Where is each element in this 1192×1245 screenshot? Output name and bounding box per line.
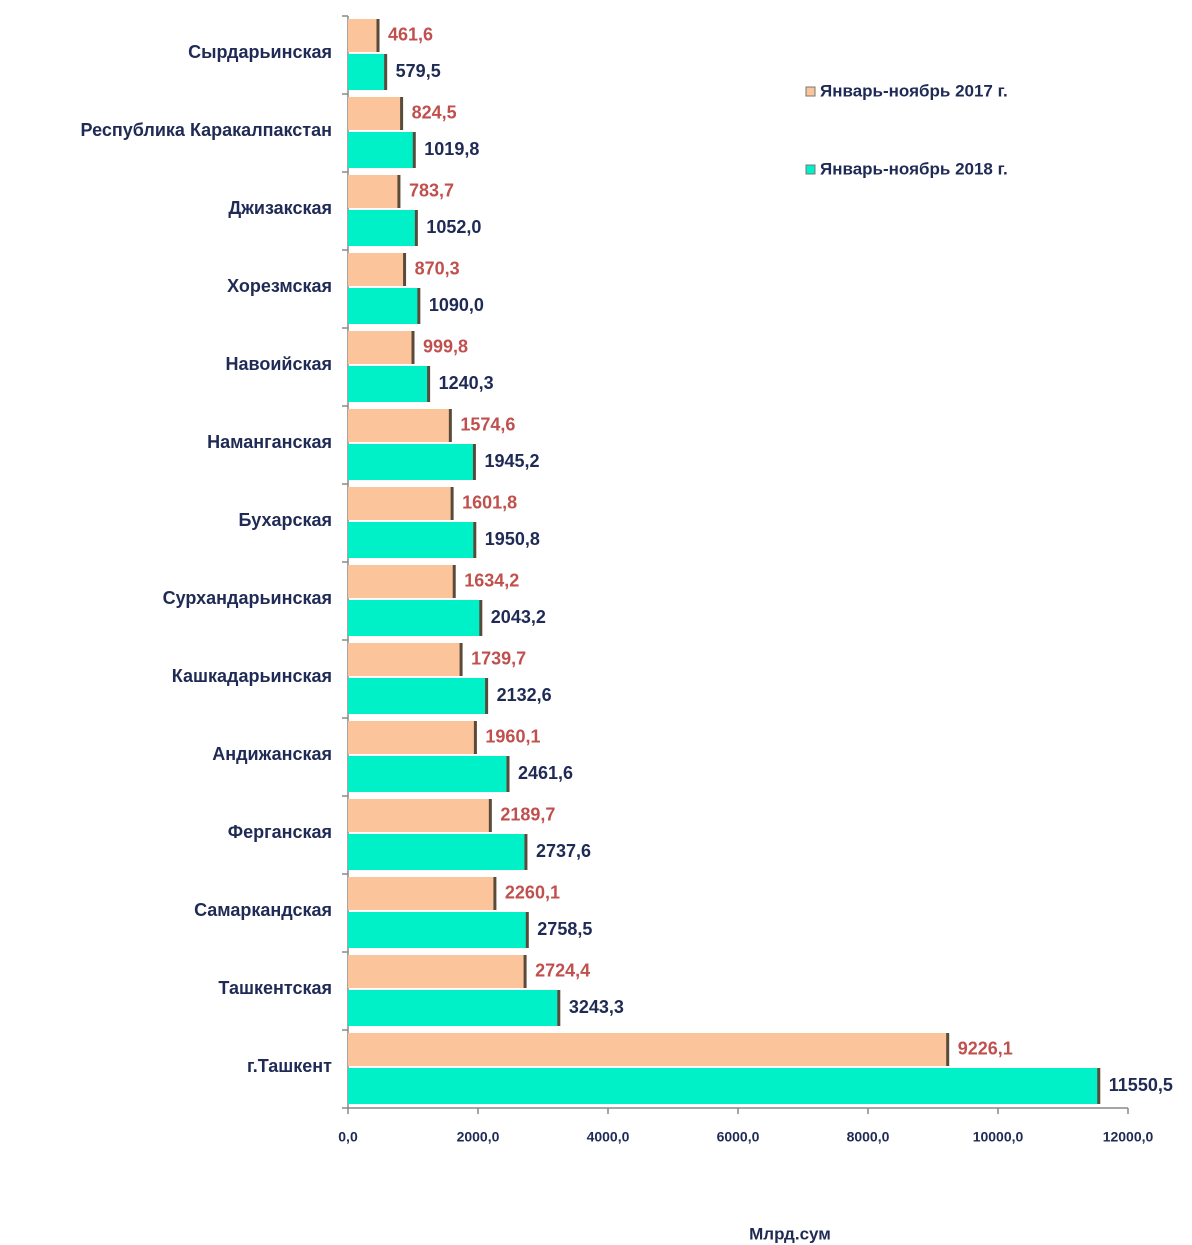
x-tick-label: 6000,0 — [717, 1129, 760, 1145]
data-label: 1960,1 — [485, 726, 540, 746]
bar — [348, 877, 495, 910]
bar — [348, 600, 481, 636]
bar — [348, 288, 419, 324]
bar — [348, 756, 509, 792]
bar — [348, 799, 491, 832]
x-tick-label: 0,0 — [338, 1129, 358, 1145]
data-label: 579,5 — [396, 61, 441, 81]
data-label: 2132,6 — [497, 685, 552, 705]
bar — [348, 54, 386, 90]
data-label: 9226,1 — [958, 1038, 1013, 1058]
y-tick-label: Наманганская — [207, 432, 332, 452]
bar — [348, 409, 451, 442]
data-label: 1574,6 — [460, 414, 515, 434]
bar — [348, 210, 417, 246]
bar — [348, 487, 453, 520]
bar — [348, 990, 559, 1026]
data-label: 1634,2 — [464, 570, 519, 590]
data-label: 1090,0 — [429, 295, 484, 315]
data-label: 3243,3 — [569, 997, 624, 1017]
legend-swatch — [805, 164, 816, 175]
y-tick-label: Бухарская — [239, 510, 332, 530]
bar — [348, 253, 405, 286]
data-label: 2758,5 — [537, 919, 592, 939]
legend-label: Январь-ноябрь 2018 г. — [820, 159, 1008, 178]
bar — [348, 366, 429, 402]
data-label: 2189,7 — [500, 804, 555, 824]
y-tick-label: г.Ташкент — [247, 1056, 332, 1076]
bar — [348, 97, 402, 130]
bar — [348, 331, 413, 364]
y-tick-label: Андижанская — [212, 744, 332, 764]
y-tick-label: Хорезмская — [227, 276, 332, 296]
y-tick-label: Республика Каракалпакстан — [81, 120, 332, 140]
data-label: 870,3 — [415, 258, 460, 278]
y-tick-label: Джизакская — [228, 198, 332, 218]
x-tick-label: 8000,0 — [847, 1129, 890, 1145]
data-label: 11550,5 — [1109, 1075, 1173, 1095]
data-label: 2737,6 — [536, 841, 591, 861]
data-label: 1950,8 — [485, 529, 540, 549]
legend-label: Январь-ноябрь 2017 г. — [820, 81, 1008, 100]
data-label: 783,7 — [409, 180, 454, 200]
bar — [348, 1068, 1099, 1104]
x-tick-label: 12000,0 — [1103, 1129, 1154, 1145]
y-tick-label: Навоийская — [226, 354, 333, 374]
y-tick-label: Ташкентская — [218, 978, 332, 998]
data-label: 2461,6 — [518, 763, 573, 783]
bar — [348, 1033, 948, 1066]
bar — [348, 912, 528, 948]
x-axis-label: Млрд.сум — [749, 1224, 831, 1243]
bar — [348, 522, 475, 558]
x-tick-label: 4000,0 — [587, 1129, 630, 1145]
bar — [348, 444, 475, 480]
data-label: 461,6 — [388, 24, 433, 44]
x-tick-label: 10000,0 — [973, 1129, 1024, 1145]
data-label: 1019,8 — [424, 139, 479, 159]
bar — [348, 721, 476, 754]
y-tick-label: Сырдарьинская — [188, 42, 332, 62]
bar — [348, 132, 415, 168]
y-tick-label: Сурхандарьинская — [163, 588, 332, 608]
bar — [348, 175, 399, 208]
bar — [348, 565, 455, 598]
data-label: 999,8 — [423, 336, 468, 356]
data-label: 1601,8 — [462, 492, 517, 512]
bar — [348, 643, 462, 676]
data-label: 824,5 — [412, 102, 457, 122]
data-label: 2260,1 — [505, 882, 560, 902]
y-tick-label: Самаркандская — [194, 900, 332, 920]
legend-swatch — [805, 86, 816, 97]
data-label: 1739,7 — [471, 648, 526, 668]
data-label: 1945,2 — [484, 451, 539, 471]
data-label: 2043,2 — [491, 607, 546, 627]
y-tick-label: Кашкадарьинская — [172, 666, 332, 686]
y-tick-label: Ферганская — [228, 822, 332, 842]
bar — [348, 834, 526, 870]
x-tick-label: 2000,0 — [457, 1129, 500, 1145]
bar — [348, 678, 487, 714]
bar — [348, 19, 379, 52]
data-label: 1052,0 — [426, 217, 481, 237]
data-label: 2724,4 — [535, 960, 590, 980]
bar — [348, 955, 526, 988]
data-label: 1240,3 — [439, 373, 494, 393]
